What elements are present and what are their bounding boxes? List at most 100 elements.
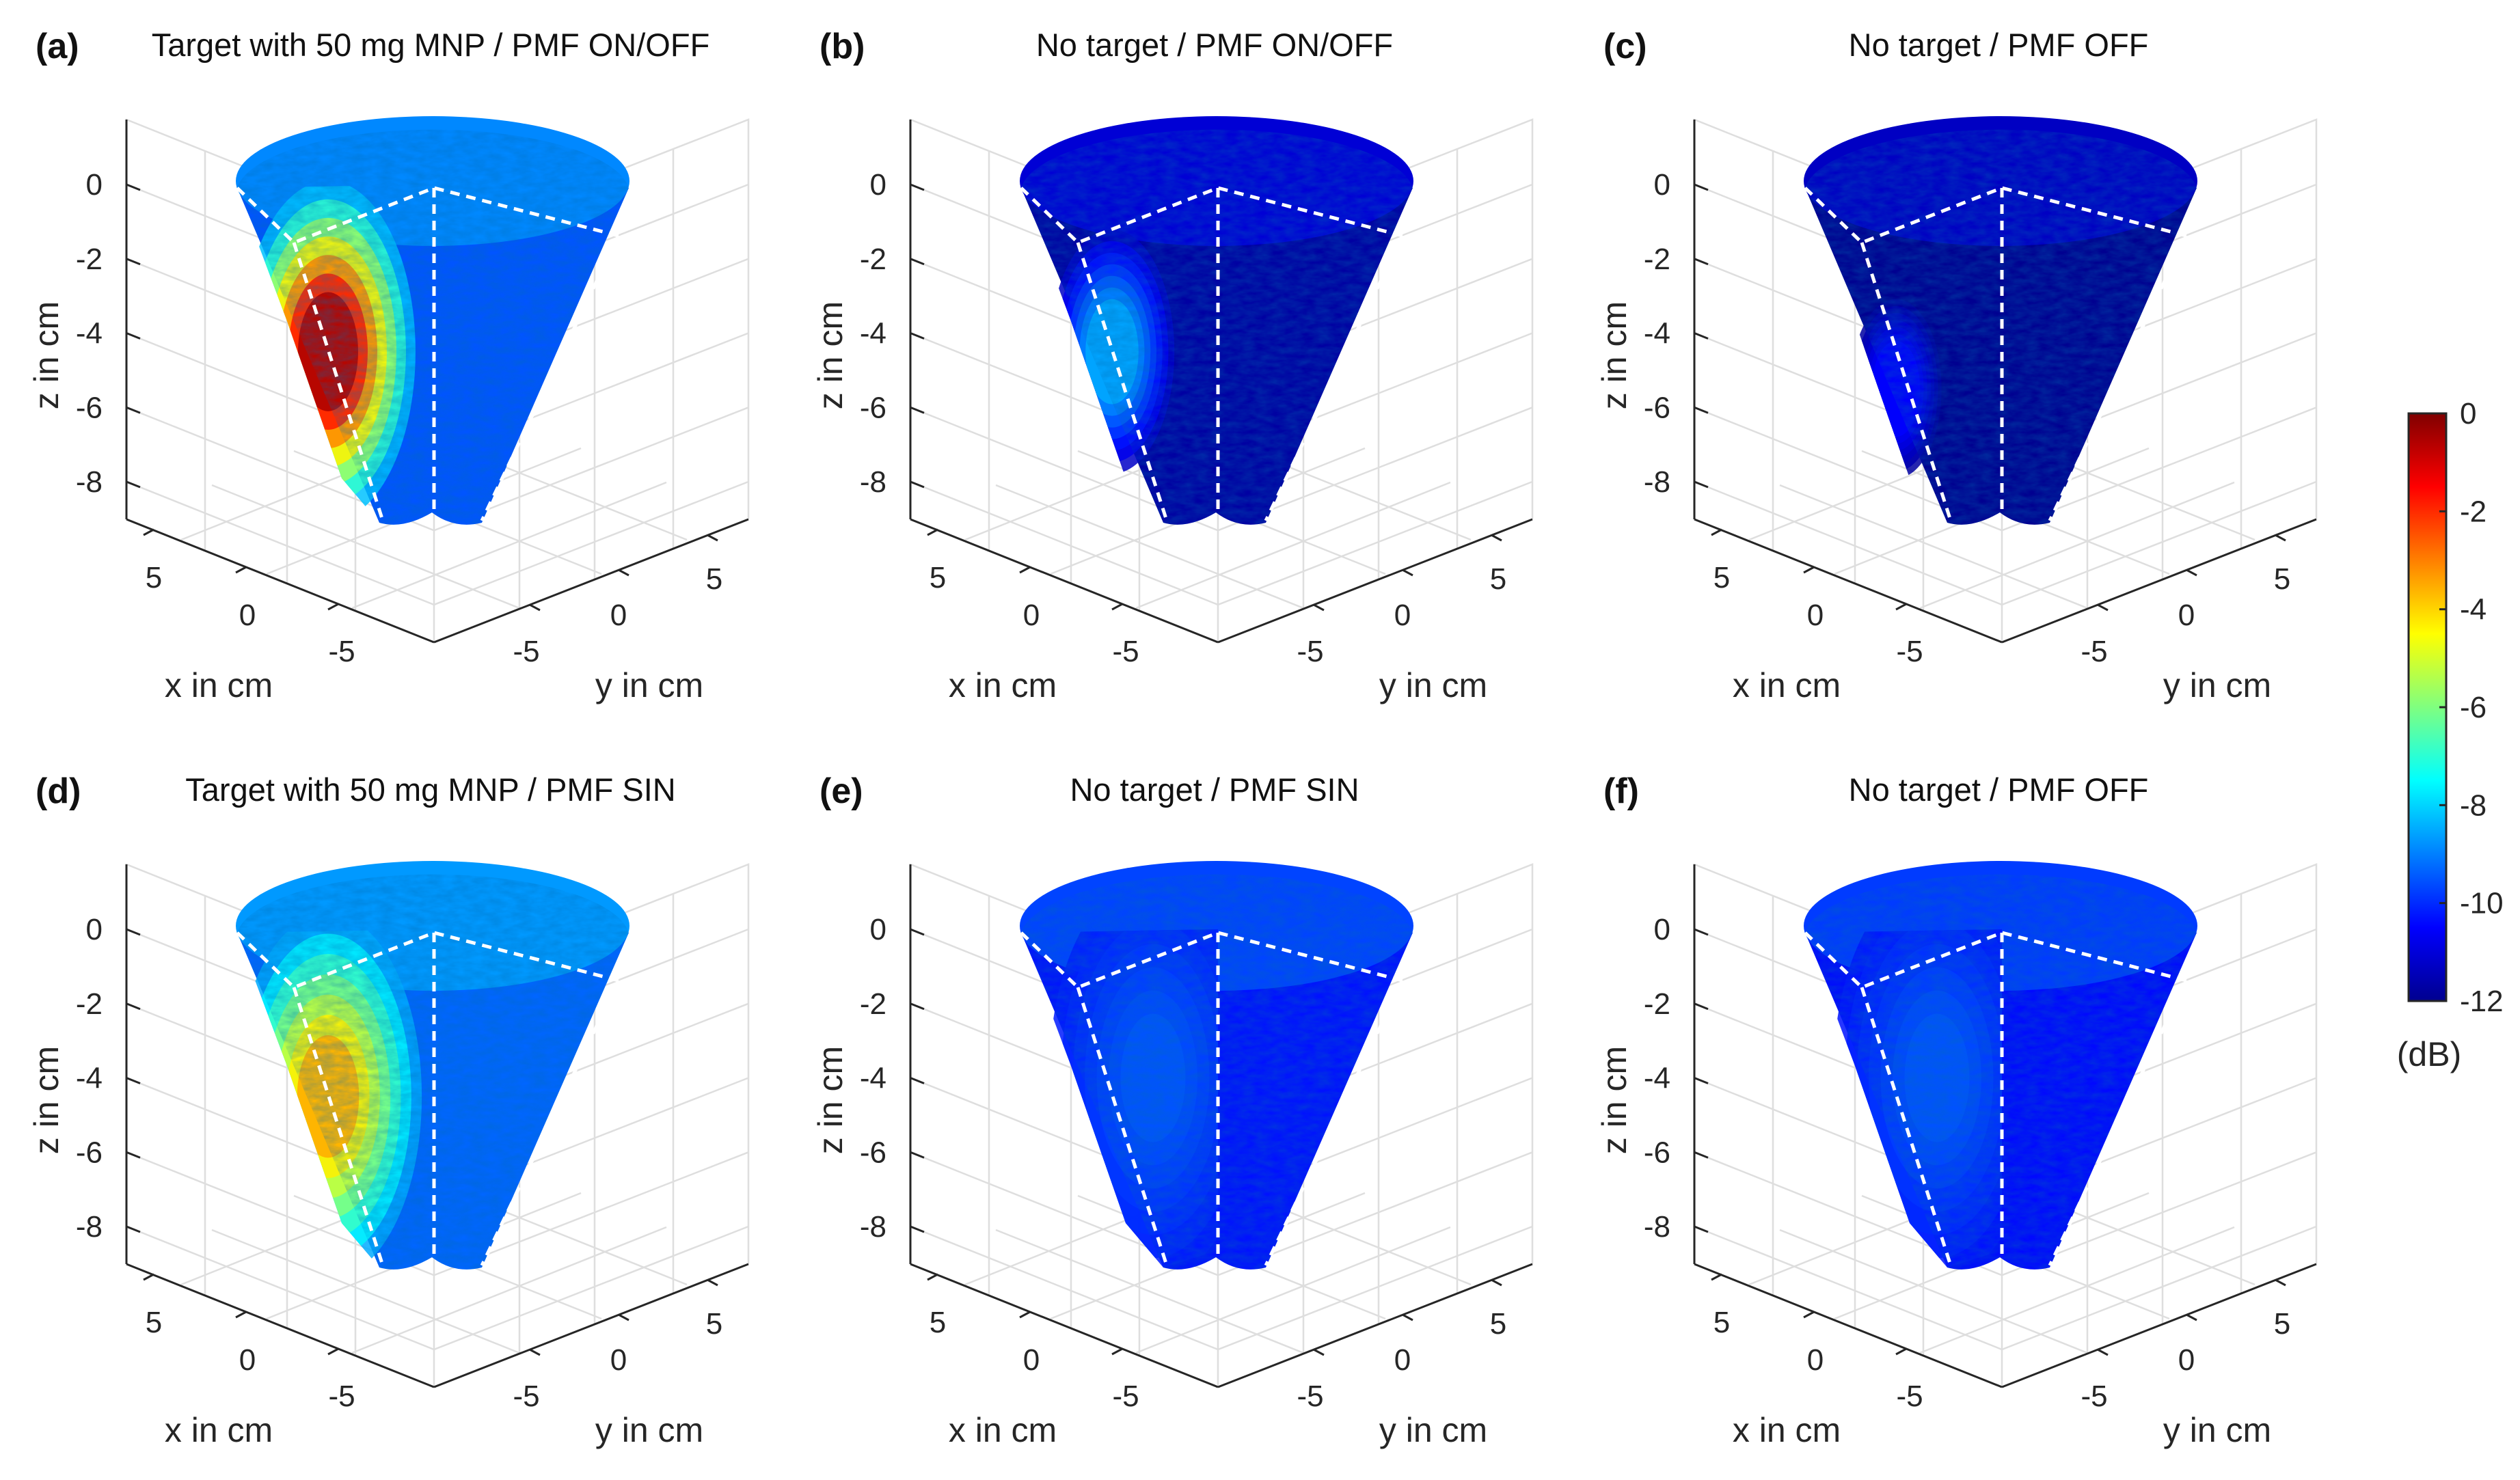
x-axis-title: x in cm	[165, 666, 273, 704]
z-axis-title: z in cm	[27, 301, 66, 409]
z-tick-mark	[910, 1002, 925, 1011]
panel-letter: (e)	[819, 771, 863, 811]
y-tick-label: -5	[2081, 635, 2107, 668]
x-tick-label: 0	[1807, 1343, 1824, 1377]
z-tick-mark	[126, 480, 141, 489]
y-tick-mark	[618, 568, 629, 577]
x-axis-line	[910, 1263, 1219, 1388]
z-tick-label: 0	[870, 168, 886, 202]
x-tick-mark	[1803, 1311, 1815, 1319]
z-tick-label: -4	[76, 317, 103, 351]
x-tick-label: -5	[1112, 1380, 1139, 1413]
y-tick-mark	[1313, 1348, 1325, 1356]
y-tick-mark	[2097, 603, 2109, 612]
y-tick-mark	[618, 1313, 629, 1321]
x-tick-label: 0	[239, 599, 256, 632]
z-tick-mark	[910, 928, 925, 936]
z-tick-mark	[910, 332, 925, 340]
z-grid-line	[126, 1151, 749, 1276]
floor-grid-x	[351, 1226, 667, 1354]
z-grid-line	[126, 407, 749, 532]
z-tick-mark	[1694, 183, 1709, 191]
x-tick-label: 5	[930, 1306, 946, 1339]
z-axis-title: z in cm	[1595, 1046, 1634, 1154]
z-tick-mark	[1694, 1077, 1709, 1084]
panel-e: 0 -2 -4 -6 -8 5 0 -5 -5 0 5 x in cm y in cm z in cm (e…	[811, 771, 1534, 1449]
x-axis-line	[126, 1263, 435, 1388]
z-tick-mark	[1694, 258, 1709, 266]
panel-letter: (b)	[819, 27, 865, 66]
cut-outline-top	[236, 931, 619, 989]
z-tick-mark	[126, 332, 141, 340]
y-axis-line	[433, 1263, 749, 1388]
x-tick-mark	[1711, 528, 1722, 536]
x-tick-label: -5	[1896, 1380, 1923, 1413]
floor-grid-x	[351, 481, 667, 609]
y-tick-label: 0	[2178, 599, 2195, 632]
z-tick-label: -4	[1644, 317, 1670, 351]
y-tick-label: 5	[2274, 562, 2290, 596]
y-tick-label: -5	[2081, 1380, 2107, 1413]
colorbar: 0 -2 -4 -6 -8 -10 -12 (dB)	[2397, 397, 2504, 1073]
cut-outline-right	[2048, 234, 2189, 522]
panel-d: 0 -2 -4 -6 -8 5 0 -5 -5 0 5 x in cm y in cm z in cm (d…	[27, 771, 750, 1449]
y-tick-mark	[707, 534, 718, 542]
z-tick-label: -8	[860, 1210, 886, 1244]
z-tick-label: -8	[1644, 465, 1670, 499]
cut-outline-top	[1020, 931, 1403, 989]
z-tick-label: 0	[870, 913, 886, 946]
colorbar-tick-label: -6	[2460, 691, 2487, 724]
y-tick-mark	[1402, 568, 1413, 577]
z-axis-title: z in cm	[27, 1046, 66, 1154]
x-tick-mark	[1803, 566, 1815, 574]
y-axis-line	[1217, 518, 1533, 644]
z-tick-mark	[126, 258, 141, 266]
x-tick-label: 0	[1023, 599, 1040, 632]
z-grid-line	[910, 1151, 1533, 1276]
y-axis-line	[1217, 1263, 1533, 1388]
panel-title: Target with 50 mg MNP / PMF ON/OFF	[152, 27, 710, 63]
x-axis-title: x in cm	[1733, 666, 1841, 704]
y-tick-label: 0	[610, 1343, 627, 1377]
cut-outline-top	[236, 186, 619, 245]
x-tick-mark	[1019, 1311, 1031, 1319]
z-tick-mark	[126, 406, 141, 414]
colorbar-tick-label: -10	[2460, 887, 2504, 920]
z-tick-label: -2	[860, 987, 886, 1021]
z-tick-label: -8	[1644, 1210, 1670, 1244]
floor-grid-y	[995, 1229, 1304, 1354]
z-tick-label: 0	[1654, 913, 1670, 946]
z-tick-label: -8	[860, 465, 886, 499]
x-tick-mark	[327, 1347, 339, 1356]
z-grid-line	[1694, 407, 2317, 532]
y-tick-mark	[707, 1278, 718, 1287]
y-tick-mark	[2275, 1278, 2286, 1287]
y-axis-title: y in cm	[595, 666, 703, 704]
x-tick-label: 5	[146, 561, 162, 594]
y-axis-title: y in cm	[2163, 1411, 2271, 1449]
y-tick-label: 5	[1490, 1307, 1506, 1341]
z-tick-label: 0	[1654, 168, 1670, 202]
z-tick-mark	[910, 1225, 925, 1233]
y-axis-title: y in cm	[595, 1411, 703, 1449]
x-tick-label: 5	[146, 1306, 162, 1339]
y-tick-label: -5	[513, 1380, 539, 1413]
z-tick-mark	[126, 183, 141, 191]
floor-grid-x	[1919, 481, 2235, 609]
x-tick-label: 5	[1713, 561, 1730, 594]
x-tick-mark	[143, 1273, 154, 1281]
y-tick-label: 5	[706, 562, 722, 596]
floor-grid-x	[1135, 481, 1451, 609]
x-tick-mark	[235, 566, 247, 574]
colorbar-tick-label: -4	[2460, 593, 2487, 627]
cut-outline-top	[1020, 186, 1403, 245]
z-tick-label: -4	[76, 1062, 103, 1095]
y-tick-mark	[529, 603, 541, 612]
x-tick-mark	[1111, 1347, 1123, 1356]
cut-outline-right	[480, 234, 621, 522]
z-tick-label: -6	[860, 391, 886, 424]
z-tick-label: 0	[86, 913, 103, 946]
x-tick-mark	[143, 528, 154, 536]
floor-grid-y	[211, 484, 520, 609]
